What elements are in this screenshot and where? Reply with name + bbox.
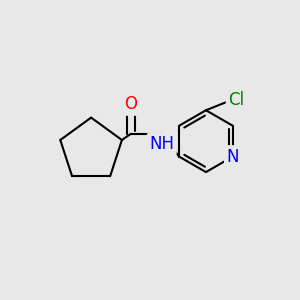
Text: O: O (124, 95, 137, 113)
Text: N: N (226, 148, 239, 166)
Text: NH: NH (149, 135, 174, 153)
Text: Cl: Cl (228, 91, 244, 109)
